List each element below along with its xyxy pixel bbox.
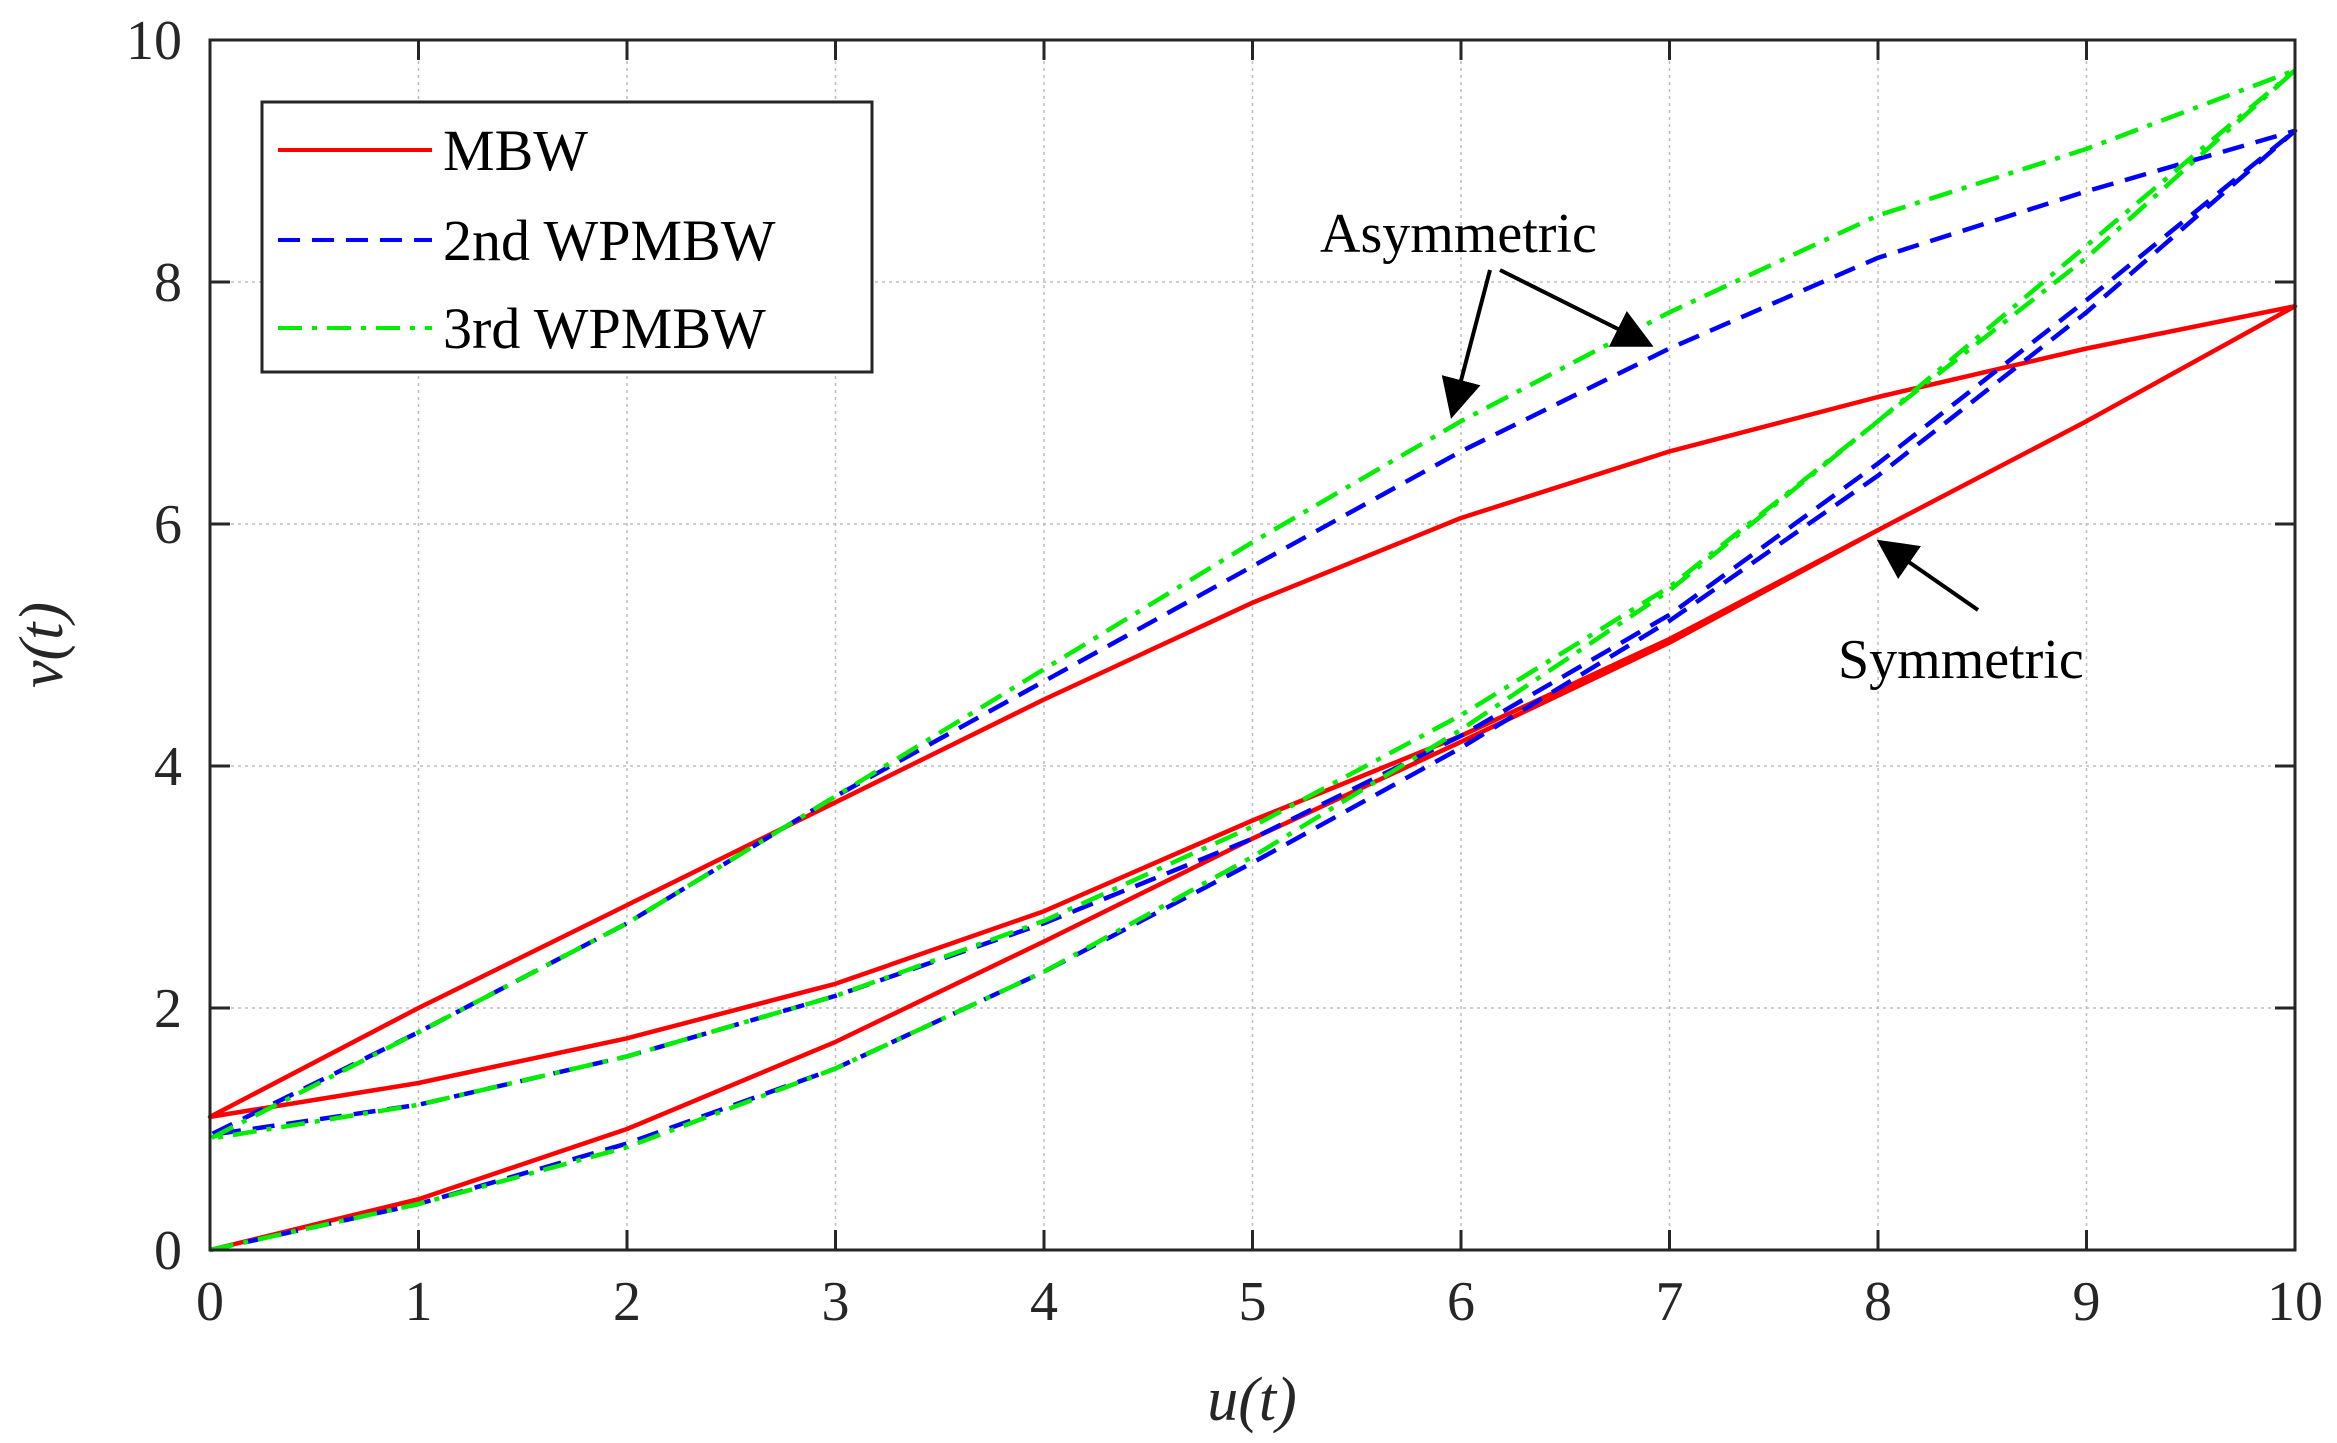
x-tick-label: 6 — [1447, 1271, 1475, 1333]
y-tick-label: 2 — [154, 978, 182, 1040]
legend-label-2nd-wpmbw: 2nd WPMBW — [443, 208, 776, 273]
x-tick-label: 1 — [405, 1271, 433, 1333]
arrow-asymmetric-left — [1441, 269, 1492, 419]
ticks: 0 1 2 3 4 5 6 7 8 9 10 0 2 4 6 8 10 — [126, 10, 2323, 1333]
arrow-symmetric — [1876, 539, 1980, 612]
x-tick-label: 0 — [196, 1271, 224, 1333]
arrow-asymmetric-right — [1499, 268, 1654, 347]
y-axis-label: v(t) — [8, 602, 76, 688]
x-tick-label: 9 — [2073, 1271, 2101, 1333]
y-tick-label: 10 — [126, 10, 182, 72]
legend-label-3rd-wpmbw: 3rd WPMBW — [443, 296, 766, 361]
x-tick-label: 2 — [613, 1271, 641, 1333]
legend-label-mbw: MBW — [443, 118, 588, 183]
x-tick-label: 7 — [1656, 1271, 1684, 1333]
series-line-mbw — [207, 303, 2298, 1253]
x-tick-label: 8 — [1864, 1271, 1892, 1333]
y-tick-label: 6 — [154, 494, 182, 556]
grid — [210, 40, 2295, 1250]
x-tick-label: 4 — [1030, 1271, 1058, 1333]
series-line-3rd-wpmbw — [207, 68, 2298, 1253]
annotation-symmetric: Symmetric — [1838, 629, 2084, 691]
y-tick-label: 0 — [154, 1220, 182, 1282]
x-tick-label: 5 — [1239, 1271, 1267, 1333]
x-axis-label: u(t) — [1207, 1366, 1297, 1434]
x-tick-label: 3 — [822, 1271, 850, 1333]
annotation-asymmetric: Asymmetric — [1320, 203, 1597, 265]
x-tick-label: 10 — [2267, 1271, 2323, 1333]
annotations: Asymmetric Symmetric — [1320, 203, 2084, 691]
y-tick-label: 4 — [154, 736, 182, 798]
series-group — [207, 68, 2298, 1253]
legend: MBW 2nd WPMBW 3rd WPMBW — [260, 100, 874, 374]
y-tick-label: 8 — [154, 252, 182, 314]
